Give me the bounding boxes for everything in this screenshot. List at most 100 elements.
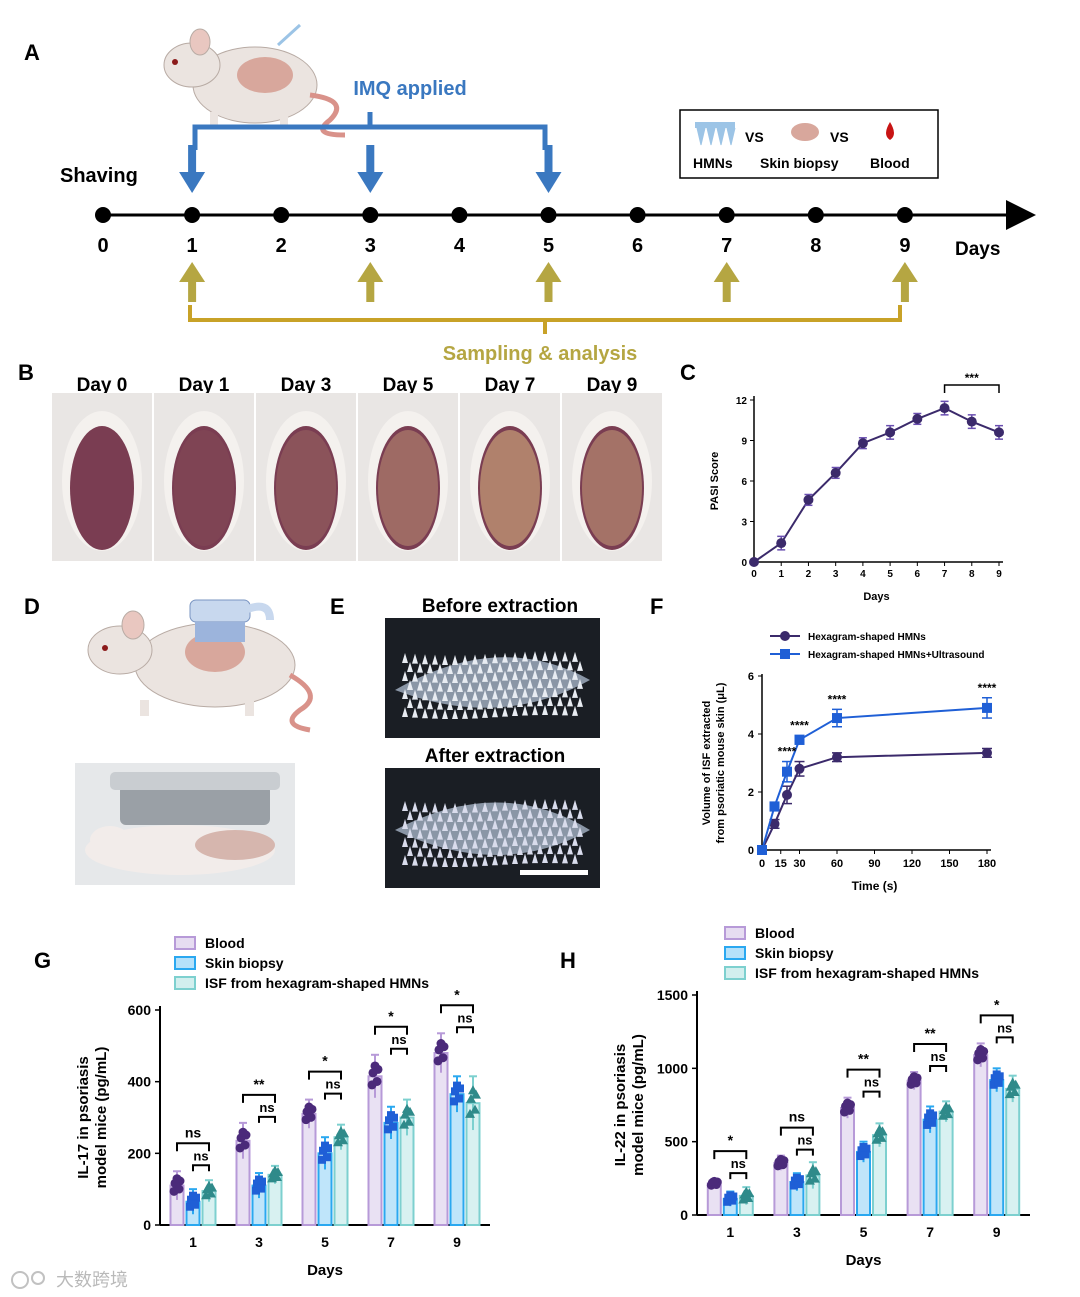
microneedle (422, 708, 428, 719)
photo-day-label: Day 7 (485, 375, 536, 396)
hmns-icon (695, 122, 736, 146)
mouse-illustration (163, 23, 346, 138)
microneedle (472, 838, 478, 849)
microneedle (442, 708, 448, 719)
microneedle (412, 819, 418, 830)
microneedle (522, 835, 528, 846)
microneedle (462, 820, 468, 831)
microneedle (577, 844, 583, 855)
microneedle (532, 651, 538, 662)
microneedle (557, 696, 563, 707)
panel-b: B Day 0 Day 1 Day 3 Day 5 Day 7 Day 9 (18, 360, 662, 561)
timeline-day-label: 2 (276, 235, 287, 257)
data-point (924, 1113, 933, 1122)
data-point (982, 747, 992, 758)
data-point (468, 1085, 478, 1095)
data-point (857, 438, 868, 449)
microneedle (467, 663, 473, 674)
panel-a: A IMQ applied Shaving 0 1 2 3 4 5 6 7 8 9 Days Sa… (24, 23, 1036, 365)
microneedle (482, 837, 488, 848)
microneedle (567, 660, 573, 671)
microneedle (572, 835, 578, 846)
significance-bracket (846, 1068, 881, 1078)
microneedle (552, 705, 558, 716)
timeline-dot (451, 207, 468, 223)
timeline-dot (807, 207, 824, 223)
sample-legend-box: VS VS HMNs Skin biopsy Blood (679, 109, 939, 179)
microneedle (487, 828, 493, 839)
microneedle (402, 837, 408, 847)
data-point (909, 1072, 919, 1082)
microneedle (432, 820, 438, 831)
microneedle (472, 820, 478, 831)
microneedle (542, 799, 548, 810)
bar (922, 1118, 938, 1216)
data-point (338, 1135, 348, 1145)
timeline-dot (540, 207, 557, 223)
microneedle (472, 690, 478, 701)
y-tick-label: 1500 (657, 987, 688, 1003)
y-tick-label: 6 (748, 671, 754, 683)
x-tick-label: 15 (775, 858, 787, 870)
microneedle (532, 853, 538, 864)
significance-bracket (176, 1142, 210, 1152)
x-axis-title: Days (863, 591, 889, 603)
significance-bracket (308, 1070, 342, 1080)
data-point (728, 1196, 737, 1205)
timeline-dot (273, 207, 290, 223)
data-point (399, 1119, 409, 1129)
scaling-lesion (174, 430, 234, 546)
microneedle (552, 651, 558, 662)
shaved-skin (376, 426, 440, 550)
microneedle (562, 799, 568, 810)
data-point (174, 1184, 184, 1194)
data-point (318, 1155, 326, 1164)
microneedle (552, 835, 558, 846)
microneedle (552, 853, 558, 864)
bar (840, 1106, 855, 1217)
data-point (726, 1191, 735, 1200)
microneedle (477, 811, 483, 822)
x-axis-title: Days (846, 1252, 882, 1269)
microneedle (502, 652, 508, 663)
legend-label: Skin biopsy (205, 955, 284, 971)
data-point (923, 1120, 932, 1129)
microneedle (512, 705, 518, 716)
timeline-dot (718, 207, 735, 223)
x-axis-title: Time (s) (852, 879, 898, 893)
microneedle (477, 663, 483, 674)
y-tick-label: 0 (741, 558, 747, 569)
microneedle (567, 844, 573, 855)
microneedle (437, 699, 443, 710)
x-tick-label: 7 (926, 1224, 934, 1240)
microneedle (547, 678, 553, 689)
sampling-arrow-head (535, 262, 562, 282)
microneedle (402, 855, 408, 865)
mouse-photo: Day 9 (562, 375, 662, 561)
microneedle (517, 808, 523, 819)
blood-drop-icon (886, 122, 894, 140)
microneedle (462, 654, 468, 665)
y-tick-label: 0 (143, 1217, 151, 1233)
panel-h: H 0 500 1000 1500 IL-22 in psoriasis model mi… (560, 925, 1030, 1269)
data-point (385, 1116, 393, 1125)
microneedle (417, 846, 423, 857)
x-tick-label: 1 (189, 1234, 197, 1250)
data-point (912, 413, 923, 424)
microneedle (407, 680, 413, 690)
microneedle (462, 802, 468, 813)
data-point (465, 1108, 475, 1118)
microneedle (452, 672, 458, 683)
microneedle (572, 687, 578, 698)
microneedle (522, 853, 528, 864)
data-point (741, 1186, 752, 1196)
pasi-line (753, 407, 1000, 563)
data-point (859, 1143, 868, 1152)
microneedle (562, 705, 568, 716)
microneedle (552, 669, 558, 680)
scaling-lesion (378, 430, 438, 546)
microneedle (542, 705, 548, 716)
series-line (761, 706, 988, 851)
imq-arrow-head (179, 172, 206, 193)
microneedle (422, 654, 428, 665)
